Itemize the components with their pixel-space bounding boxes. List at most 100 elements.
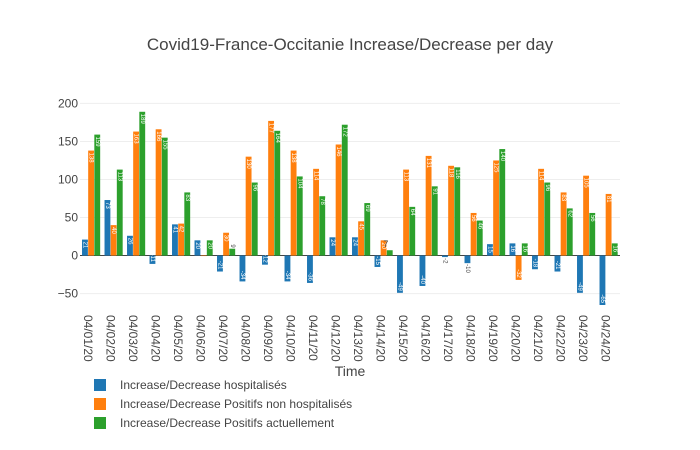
x-tick-label: 04/13/20 bbox=[351, 315, 365, 362]
x-tick-label: 04/05/20 bbox=[171, 315, 185, 362]
bar-value-label: 24 bbox=[329, 239, 335, 246]
bar bbox=[583, 175, 590, 256]
bar bbox=[554, 255, 561, 272]
bar bbox=[419, 255, 426, 286]
bar-value-label: 138 bbox=[290, 153, 296, 164]
bar bbox=[172, 224, 178, 256]
bar bbox=[454, 167, 461, 256]
bar-value-label: -40 bbox=[419, 275, 425, 284]
bar-value-label: -32 bbox=[515, 269, 521, 278]
bar-value-label: -34 bbox=[284, 271, 290, 280]
bar-value-label: 91 bbox=[431, 188, 437, 195]
bar bbox=[329, 237, 336, 256]
bar bbox=[431, 186, 438, 256]
bar-value-label: -10 bbox=[464, 264, 470, 273]
bar-value-label: 177 bbox=[268, 123, 274, 134]
y-axis-ticks: −50 0 50 100 150 200 bbox=[58, 96, 79, 300]
bar bbox=[139, 111, 146, 256]
bar bbox=[194, 240, 201, 256]
y-tick-label: 50 bbox=[65, 211, 79, 225]
bar-value-label: 155 bbox=[161, 140, 167, 151]
bars: 21 73 26 -11 41 20 -21 -34 -12 -34 -36 24 24 -15 -49 -4… bbox=[82, 111, 618, 305]
bar bbox=[499, 149, 506, 256]
legend-swatch bbox=[94, 379, 106, 391]
bar bbox=[94, 134, 101, 256]
bar-value-label: 163 bbox=[133, 134, 139, 145]
bar-value-label: 30 bbox=[223, 235, 229, 242]
x-tick-label: 04/20/20 bbox=[509, 315, 523, 362]
bar-value-label: -34 bbox=[239, 271, 245, 280]
bar-value-label: 166 bbox=[155, 131, 161, 142]
bar-value-label: 138 bbox=[88, 153, 94, 164]
bar bbox=[239, 255, 246, 282]
bar-value-label: 69 bbox=[364, 205, 370, 212]
bar bbox=[116, 169, 123, 256]
bar-value-label: 114 bbox=[538, 171, 544, 181]
bar bbox=[532, 255, 538, 270]
bar bbox=[82, 239, 88, 256]
bar-value-label: 16 bbox=[509, 245, 515, 252]
bar-value-label: 42 bbox=[178, 226, 184, 233]
bar-value-label: -49 bbox=[577, 282, 583, 291]
bar bbox=[149, 255, 156, 264]
x-tick-label: 04/08/20 bbox=[239, 315, 253, 362]
bar bbox=[397, 255, 403, 293]
bar bbox=[521, 243, 528, 256]
bar bbox=[538, 168, 545, 256]
bar bbox=[274, 130, 281, 256]
bar-value-label: 159 bbox=[94, 137, 100, 148]
bar-value-label: 20 bbox=[194, 242, 200, 249]
bar-value-label: 56 bbox=[470, 215, 476, 222]
bar-value-label: 131 bbox=[425, 158, 431, 169]
bar bbox=[464, 255, 471, 264]
bar bbox=[319, 196, 326, 256]
x-tick-label: 04/21/20 bbox=[531, 315, 545, 362]
bar-value-label: 81 bbox=[605, 196, 611, 203]
bar bbox=[127, 235, 133, 256]
bar-value-label: 172 bbox=[341, 127, 347, 138]
bar-value-label: 26 bbox=[127, 238, 133, 245]
bar-value-label: 45 bbox=[358, 223, 364, 230]
y-tick-label: 200 bbox=[58, 96, 78, 110]
x-tick-label: 04/03/20 bbox=[126, 315, 140, 362]
bar-value-label: -18 bbox=[532, 259, 538, 268]
x-tick-label: 04/17/20 bbox=[441, 315, 455, 362]
bar bbox=[403, 169, 410, 256]
bar-value-label: 7 bbox=[383, 239, 388, 249]
bar bbox=[104, 200, 111, 256]
bar bbox=[251, 182, 258, 256]
bar bbox=[493, 160, 500, 256]
x-tick-label: 04/09/20 bbox=[261, 315, 275, 362]
x-tick-label: 04/22/20 bbox=[554, 315, 568, 362]
bar-value-label: -49 bbox=[397, 282, 403, 291]
bar bbox=[110, 225, 117, 256]
bar bbox=[352, 237, 358, 256]
bar bbox=[229, 248, 236, 256]
bar-value-label: 130 bbox=[245, 159, 251, 170]
legend-entry: Increase/Decrease Positifs non hospitali… bbox=[120, 397, 352, 411]
bar bbox=[487, 244, 493, 256]
bar bbox=[386, 250, 393, 256]
bar bbox=[307, 255, 313, 283]
bar-value-label: -15 bbox=[374, 256, 380, 265]
bar-value-label: 105 bbox=[583, 178, 589, 189]
bar bbox=[442, 255, 448, 258]
bar-value-label: 56 bbox=[589, 215, 595, 222]
x-tick-label: 04/06/20 bbox=[194, 315, 208, 362]
bar bbox=[133, 131, 140, 256]
bar-value-label: 96 bbox=[544, 185, 550, 192]
x-tick-label: 04/18/20 bbox=[464, 315, 478, 362]
chart-title: Covid19-France-Occitanie Increase/Decrea… bbox=[147, 35, 554, 54]
legend-entry: Increase/Decrease Positifs actuellement bbox=[120, 416, 335, 430]
x-tick-label: 04/12/20 bbox=[329, 315, 343, 362]
bar-value-label: 113 bbox=[116, 172, 122, 182]
bar-value-label: 140 bbox=[499, 151, 505, 162]
bar bbox=[374, 255, 381, 267]
bar-value-label: -12 bbox=[262, 254, 268, 263]
bar-value-label: 83 bbox=[560, 194, 566, 201]
bar bbox=[223, 232, 230, 256]
x-tick-label: 04/07/20 bbox=[216, 315, 230, 362]
bar-value-label: -65 bbox=[599, 294, 605, 303]
bar-value-label: -21 bbox=[217, 261, 223, 270]
